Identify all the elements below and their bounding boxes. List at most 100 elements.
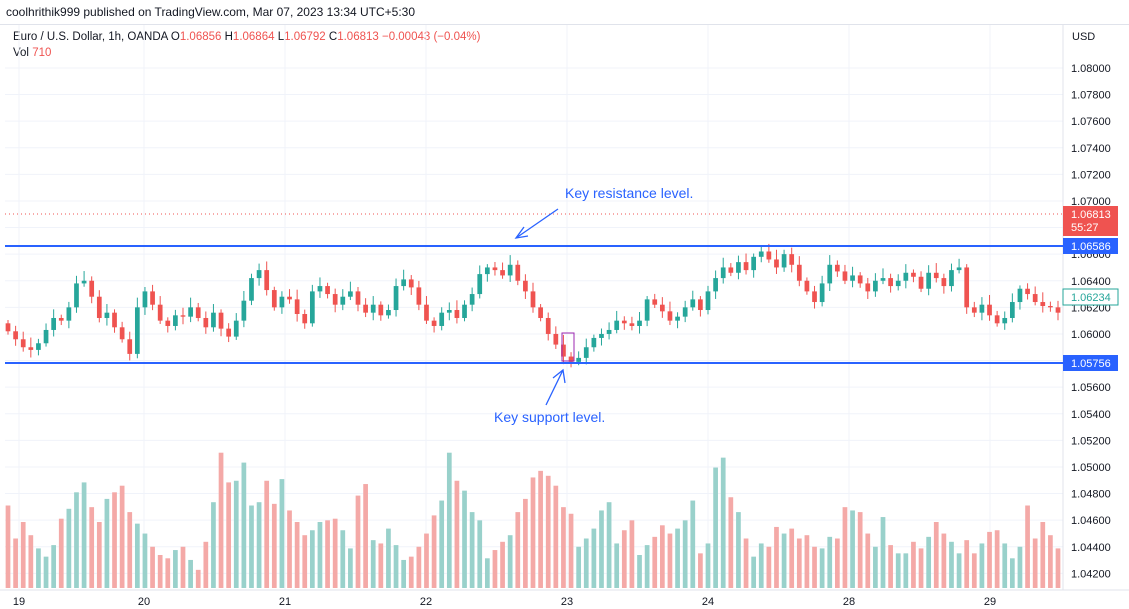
countdown-badge-value: 55:27	[1071, 222, 1099, 234]
volume-bar	[606, 502, 612, 588]
volume-bar	[994, 530, 1000, 588]
volume-bar	[591, 528, 597, 588]
volume-bar	[1040, 522, 1046, 588]
volume-label[interactable]: Vol	[13, 47, 29, 59]
candle-body	[1040, 302, 1046, 307]
volume-bar	[317, 522, 323, 588]
volume-bar	[538, 470, 543, 588]
volume-bar	[880, 517, 886, 588]
candle-body	[393, 286, 399, 311]
candle-body	[20, 339, 26, 348]
volume-bar	[561, 507, 566, 588]
support-badge-value: 1.05756	[1071, 358, 1111, 370]
volume-bar	[5, 505, 11, 588]
published-by-text: coolhrithik999 published on TradingView.…	[6, 5, 416, 19]
volume-bar	[720, 457, 726, 588]
candle-body	[507, 264, 513, 276]
volume-bar	[987, 531, 992, 588]
volume-bar	[271, 503, 277, 588]
time-tick-label: 28	[843, 596, 855, 608]
candle-body	[431, 320, 437, 326]
candle-body	[112, 312, 117, 328]
volume-bar	[424, 533, 429, 588]
volume-bar	[842, 507, 848, 588]
volume-bar	[484, 558, 490, 588]
candle-body	[386, 310, 391, 316]
candle-body	[789, 254, 795, 265]
symbol-title[interactable]: Euro / U.S. Dollar, 1h, OANDA	[13, 31, 168, 43]
candle-body	[203, 317, 209, 328]
candle-body	[416, 287, 422, 305]
volume-bar	[393, 545, 399, 588]
volume-bar	[20, 522, 26, 588]
candle-body	[1055, 307, 1061, 313]
candle-body	[58, 317, 64, 321]
candle-body	[987, 304, 992, 316]
volume-bar	[119, 485, 125, 588]
candle-body	[728, 267, 734, 273]
candle-body	[941, 278, 947, 287]
candle-body	[523, 280, 528, 292]
volume-bar	[1055, 548, 1061, 588]
candle-body	[500, 270, 505, 276]
candle-body	[880, 278, 886, 281]
volume-bar	[766, 546, 772, 588]
volume-bar	[294, 522, 300, 588]
candle-body	[568, 356, 574, 362]
currency-label: USD	[1072, 31, 1095, 43]
candle-body	[119, 327, 125, 340]
volume-bar	[629, 520, 635, 588]
candle-body	[43, 329, 49, 344]
volume-bar	[1032, 538, 1038, 588]
candle-body	[530, 291, 536, 308]
candle-body	[667, 311, 673, 321]
open-label: O	[170, 31, 180, 43]
volume-bar	[736, 512, 741, 588]
support-arrowhead	[552, 368, 566, 384]
candle-body	[614, 320, 620, 330]
volume-bar	[431, 515, 437, 588]
resistance-annotation[interactable]: Key resistance level.	[565, 185, 693, 201]
volume-bar	[796, 538, 802, 588]
volume-bar	[774, 526, 779, 588]
volume-bar	[378, 543, 384, 588]
volume-bar	[941, 533, 947, 588]
highlight-box[interactable]	[561, 332, 575, 362]
candle-body	[256, 270, 262, 279]
price-tick-label: 1.07400	[1071, 143, 1111, 155]
volume-bar	[599, 510, 604, 588]
volume-bar	[583, 538, 589, 588]
volume-bar	[1002, 543, 1008, 588]
volume-bar	[469, 512, 475, 588]
candle-body	[142, 291, 148, 308]
volume-bar	[621, 530, 627, 588]
resistance-arrow	[515, 208, 559, 239]
volume-bar	[325, 520, 330, 588]
volume-bar	[211, 502, 216, 588]
volume-bar	[218, 452, 224, 588]
high-value: 1.06864	[232, 31, 275, 43]
candle-body	[195, 307, 201, 318]
candle-body	[302, 314, 308, 324]
candle-body	[515, 264, 521, 281]
volume-bar	[58, 518, 64, 588]
candle-body	[408, 279, 414, 288]
candle-body	[294, 299, 300, 314]
candle-body	[979, 304, 985, 313]
candle-body	[781, 254, 787, 268]
candle-body	[766, 251, 772, 260]
volume-bar	[165, 558, 171, 588]
candle-body	[28, 347, 34, 350]
candle-body	[751, 256, 757, 271]
candle-body	[561, 344, 566, 357]
price-tick-label: 1.04200	[1071, 568, 1111, 580]
candle-body	[424, 304, 429, 321]
support-annotation[interactable]: Key support level.	[494, 409, 605, 425]
candle-body	[606, 329, 612, 334]
time-tick-label: 20	[138, 596, 150, 608]
candle-body	[933, 272, 939, 279]
candle-body	[720, 267, 726, 279]
volume-bar	[545, 475, 551, 588]
candle-body	[271, 290, 277, 308]
